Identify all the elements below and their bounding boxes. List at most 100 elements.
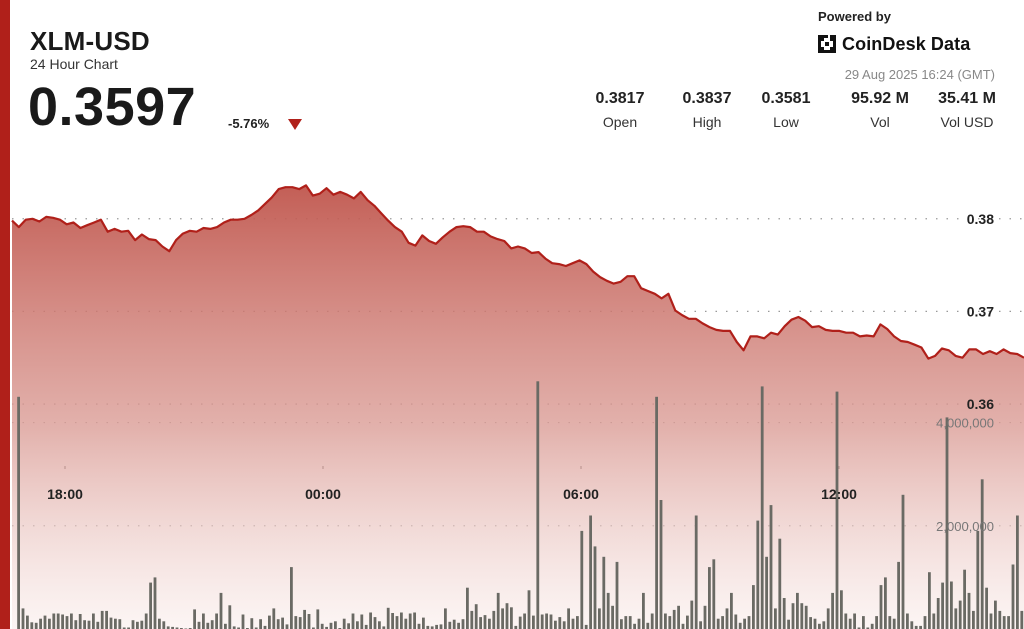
volume-bar bbox=[114, 618, 117, 629]
stat-volusd-value: 35.41 M bbox=[938, 90, 996, 107]
volume-bar bbox=[96, 621, 100, 629]
volume-bar bbox=[998, 610, 1002, 629]
volume-bar bbox=[558, 617, 562, 629]
volume-bar bbox=[936, 598, 940, 629]
volume-bar bbox=[730, 592, 733, 629]
volume-bar bbox=[972, 610, 975, 629]
volume-bar bbox=[474, 604, 478, 629]
volume-bar bbox=[386, 607, 390, 629]
volume-bar bbox=[950, 581, 953, 629]
volume-tick-label: 4,000,000 bbox=[936, 416, 994, 431]
volume-bar bbox=[800, 603, 804, 629]
volume-bar bbox=[430, 626, 434, 629]
volume-bar bbox=[642, 592, 645, 629]
volume-bar bbox=[787, 619, 790, 629]
volume-bar bbox=[866, 627, 870, 629]
volume-bar bbox=[897, 561, 900, 629]
volume-bar bbox=[620, 619, 623, 629]
volume-bar bbox=[980, 479, 984, 629]
volume-bar bbox=[589, 515, 592, 629]
volume-bar bbox=[646, 622, 650, 629]
volume-bar bbox=[672, 609, 676, 629]
volume-bar bbox=[941, 582, 944, 629]
volume-bar bbox=[109, 617, 113, 629]
volume-bar bbox=[655, 396, 658, 629]
volume-bar bbox=[422, 617, 425, 629]
volume-bar bbox=[945, 417, 949, 629]
volume-bar bbox=[202, 613, 205, 629]
stat-volusd-label: Vol USD bbox=[940, 114, 994, 130]
volume-bar bbox=[606, 592, 610, 629]
volume-bar bbox=[417, 623, 421, 629]
volume-bar bbox=[347, 623, 350, 629]
brand-logo: CoinDesk Data bbox=[816, 33, 970, 55]
volume-bar bbox=[549, 614, 553, 629]
volume-bar bbox=[329, 622, 333, 629]
powered-by-label: Powered by bbox=[818, 9, 891, 24]
coindesk-data-icon bbox=[818, 35, 836, 53]
stat-low-value: 0.3581 bbox=[761, 90, 811, 107]
volume-bar bbox=[483, 615, 487, 629]
volume-bar bbox=[39, 618, 42, 629]
volume-bar bbox=[593, 546, 597, 629]
stat-vol-value: 95.92 M bbox=[851, 90, 909, 107]
volume-bar bbox=[1007, 616, 1010, 629]
volume-bar bbox=[250, 618, 254, 629]
volume-bar bbox=[536, 381, 540, 629]
volume-bar bbox=[738, 622, 742, 629]
volume-bar bbox=[219, 592, 223, 629]
volume-bar bbox=[241, 614, 245, 629]
volume-bar bbox=[479, 617, 482, 629]
volume-bar bbox=[1011, 564, 1015, 629]
volume-bar bbox=[967, 592, 971, 629]
volume-bar bbox=[831, 592, 834, 629]
volume-bar bbox=[87, 620, 91, 629]
volume-bar bbox=[716, 618, 720, 629]
volume-bar bbox=[778, 538, 782, 629]
volume-bar bbox=[162, 621, 166, 629]
volume-bar bbox=[958, 600, 962, 629]
volume-bar bbox=[963, 569, 966, 629]
timestamp: 29 Aug 2025 16:24 (GMT) bbox=[844, 67, 995, 82]
volume-bar bbox=[690, 600, 694, 629]
volume-bar bbox=[254, 627, 258, 629]
volume-bar bbox=[532, 615, 535, 629]
brand-name: CoinDesk Data bbox=[842, 33, 971, 54]
volume-bar bbox=[105, 610, 108, 629]
volume-bar bbox=[153, 577, 157, 629]
volume-bar bbox=[395, 616, 399, 629]
volume-bar bbox=[637, 618, 641, 629]
volume-bar bbox=[576, 616, 579, 629]
volume-bar bbox=[875, 616, 878, 629]
volume-bar bbox=[281, 617, 284, 629]
volume-bar bbox=[853, 613, 856, 629]
volume-bar bbox=[100, 610, 104, 629]
volume-bar bbox=[708, 567, 711, 629]
volume-bar bbox=[496, 592, 500, 629]
volume-bar bbox=[791, 603, 795, 629]
volume-bar bbox=[312, 627, 315, 629]
volume-bar bbox=[686, 615, 689, 629]
volume-bar bbox=[584, 624, 588, 629]
volume-bar bbox=[285, 624, 289, 629]
volume-bar bbox=[514, 625, 518, 629]
volume-bar bbox=[743, 618, 746, 629]
volume-bar bbox=[782, 598, 786, 629]
volume-bar bbox=[602, 556, 606, 629]
volume-bar bbox=[615, 561, 619, 629]
volume-tick-label: 2,000,000 bbox=[936, 519, 994, 534]
volume-bar bbox=[26, 615, 29, 629]
volume-bar bbox=[268, 615, 271, 629]
price-tick-label: 0.37 bbox=[967, 303, 994, 319]
volume-bar bbox=[747, 616, 751, 629]
volume-bar bbox=[149, 582, 152, 629]
volume-bar bbox=[158, 618, 161, 629]
volume-bar bbox=[928, 572, 931, 629]
volume-bar bbox=[985, 587, 988, 629]
volume-bar bbox=[1002, 616, 1006, 629]
volume-bar bbox=[545, 613, 548, 629]
volume-bar bbox=[488, 618, 491, 629]
volume-bar bbox=[809, 617, 812, 629]
chart-subtitle: 24 Hour Chart bbox=[30, 56, 118, 72]
volume-bar bbox=[316, 609, 320, 629]
